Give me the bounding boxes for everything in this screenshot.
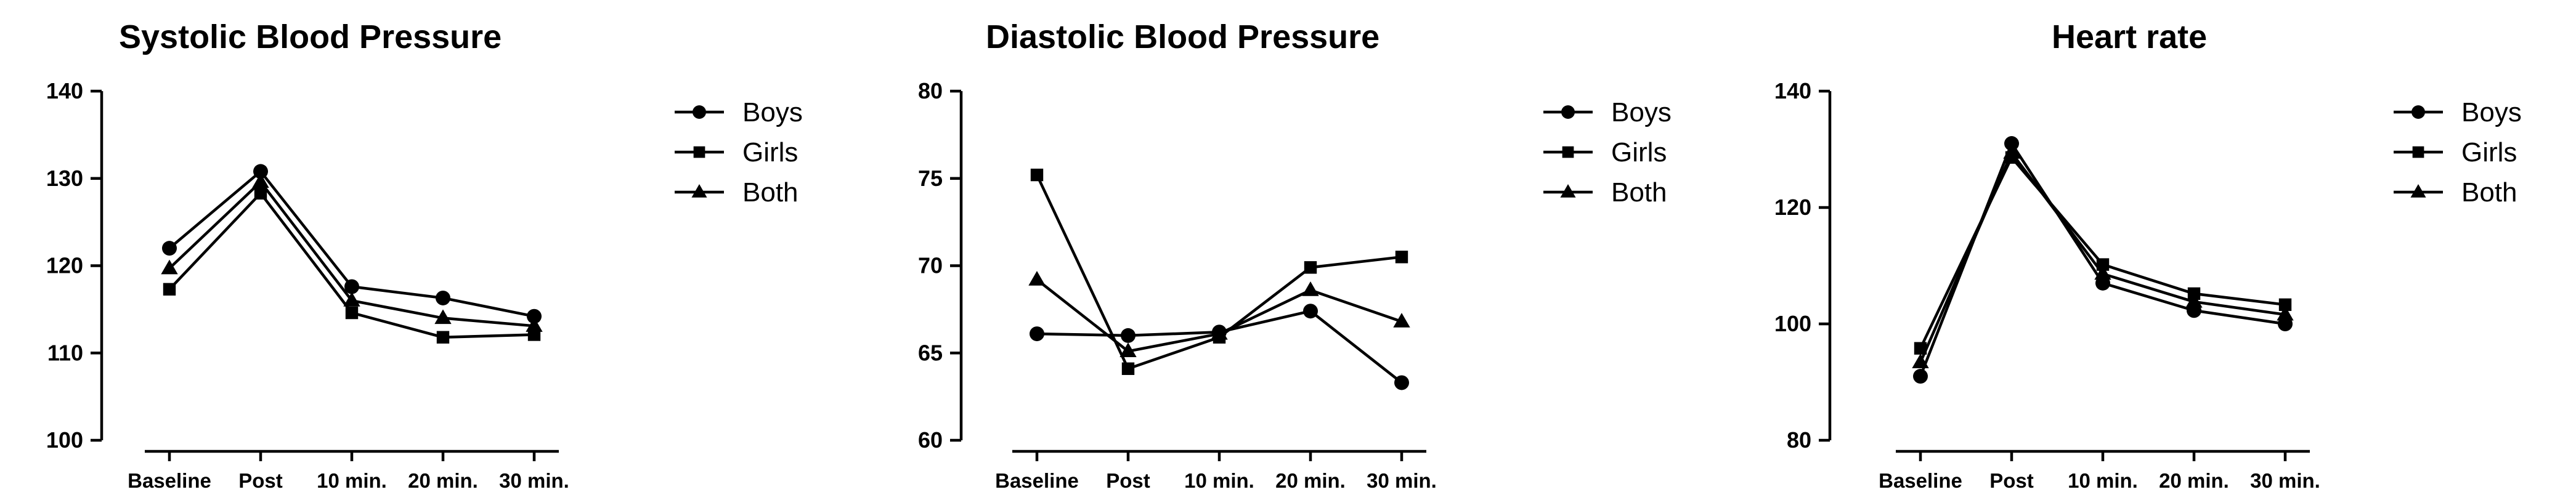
- legend-label-both: Both: [1611, 177, 1667, 208]
- x-tick-label: Baseline: [128, 469, 211, 492]
- data-point-boys: [527, 308, 542, 324]
- data-point-both: [2094, 265, 2111, 280]
- data-point-both: [526, 317, 543, 332]
- x-tick-label: Baseline: [1879, 469, 1962, 492]
- data-point-boys: [1394, 375, 1409, 390]
- data-point-boys: [436, 290, 450, 305]
- data-point-both: [1028, 271, 1046, 286]
- y-tick-label: 100: [1774, 311, 1811, 336]
- data-point-both: [252, 173, 269, 188]
- y-tick-label: 140: [46, 78, 83, 103]
- y-tick-label: 140: [1774, 78, 1811, 103]
- data-point-girls: [1914, 342, 1927, 355]
- legend-marker-both: [2410, 184, 2426, 198]
- x-tick-label: 30 min.: [2250, 469, 2320, 492]
- systolic-chart-panel: Systolic Blood Pressure 100 110 120 130 140 Ba…: [46, 18, 803, 492]
- y-tick-label: 120: [1774, 195, 1811, 220]
- data-point-girls: [436, 331, 450, 344]
- y-tick-label: 75: [918, 166, 943, 191]
- data-point-both: [1302, 281, 1319, 296]
- y-tick-label: 100: [46, 427, 83, 453]
- legend-marker-both: [691, 184, 707, 198]
- legend-label-girls: Girls: [1611, 137, 1667, 167]
- x-tick-label: 10 min.: [1184, 469, 1254, 492]
- chart-title: Heart rate: [2052, 18, 2207, 55]
- chart-title: Systolic Blood Pressure: [119, 18, 502, 55]
- data-point-both: [2277, 305, 2294, 321]
- legend-label-girls: Girls: [742, 137, 798, 167]
- data-point-girls: [2278, 298, 2292, 312]
- y-tick-label: 80: [1787, 427, 1811, 453]
- data-point-both: [434, 309, 452, 325]
- series-line-both: [1919, 150, 2286, 363]
- data-point-both: [161, 259, 178, 275]
- x-tick-label: Baseline: [995, 469, 1079, 492]
- data-point-boys: [1121, 328, 1136, 343]
- chart-title: Diastolic Blood Pressure: [986, 18, 1379, 55]
- y-tick-label: 65: [918, 340, 943, 365]
- x-tick-label: 30 min.: [1367, 469, 1437, 492]
- data-point-girls: [1121, 362, 1135, 375]
- legend-marker-girls: [693, 146, 705, 158]
- data-point-girls: [254, 187, 267, 200]
- data-point-girls: [163, 283, 176, 296]
- legend-marker-boys: [2411, 105, 2425, 119]
- data-point-boys: [1913, 369, 1928, 384]
- x-tick-label: 10 min.: [2068, 469, 2138, 492]
- data-point-boys: [1030, 326, 1044, 342]
- data-point-both: [2003, 144, 2020, 159]
- data-point-boys: [2004, 136, 2019, 151]
- x-tick-label: Post: [238, 469, 283, 492]
- legend-marker-girls: [1562, 146, 1574, 158]
- legend-label-boys: Boys: [742, 97, 803, 127]
- data-point-girls: [1030, 168, 1044, 182]
- y-tick-label: 70: [918, 253, 943, 278]
- y-tick-label: 120: [46, 253, 83, 278]
- data-point-girls: [1304, 261, 1317, 274]
- x-tick-label: 10 min.: [317, 469, 387, 492]
- series-line-girls: [1919, 155, 2286, 349]
- x-tick-label: 20 min.: [2159, 469, 2229, 492]
- x-tick-label: 20 min.: [408, 469, 478, 492]
- legend-label-boys: Boys: [2461, 97, 2522, 127]
- diastolic-chart-panel: Diastolic Blood Pressure 60 65 70 75 80 Baseli…: [918, 18, 1672, 492]
- data-point-boys: [344, 279, 359, 294]
- legend-marker-boys: [693, 105, 706, 119]
- x-tick-label: Post: [1106, 469, 1150, 492]
- legend-label-both: Both: [2461, 177, 2517, 208]
- legend-marker-boys: [1561, 105, 1575, 119]
- data-point-both: [343, 292, 360, 307]
- data-point-boys: [1303, 304, 1318, 319]
- data-point-both: [1211, 325, 1228, 340]
- y-tick-label: 110: [47, 340, 83, 365]
- data-point-boys: [253, 164, 268, 179]
- data-point-boys: [162, 241, 177, 256]
- y-tick-label: 130: [46, 166, 83, 191]
- legend-marker-both: [1560, 184, 1576, 198]
- data-point-both: [1119, 342, 1137, 357]
- legend-label-both: Both: [742, 177, 798, 208]
- legend-label-boys: Boys: [1611, 97, 1672, 127]
- legend-label-girls: Girls: [2461, 137, 2517, 167]
- data-point-girls: [1395, 251, 1408, 264]
- y-tick-label: 80: [918, 78, 943, 103]
- x-tick-label: 20 min.: [1275, 469, 1346, 492]
- data-point-both: [1912, 353, 1929, 368]
- x-tick-label: Post: [1989, 469, 2034, 492]
- legend-marker-girls: [2412, 146, 2424, 158]
- x-tick-label: 30 min.: [499, 469, 569, 492]
- y-tick-label: 60: [918, 427, 943, 453]
- data-point-girls: [345, 306, 359, 320]
- data-point-both: [2185, 292, 2203, 308]
- heart-rate-chart-panel: Heart rate 80 100 120 140 Baseline Post 10 min.…: [1774, 18, 2522, 492]
- data-point-both: [1393, 313, 1410, 328]
